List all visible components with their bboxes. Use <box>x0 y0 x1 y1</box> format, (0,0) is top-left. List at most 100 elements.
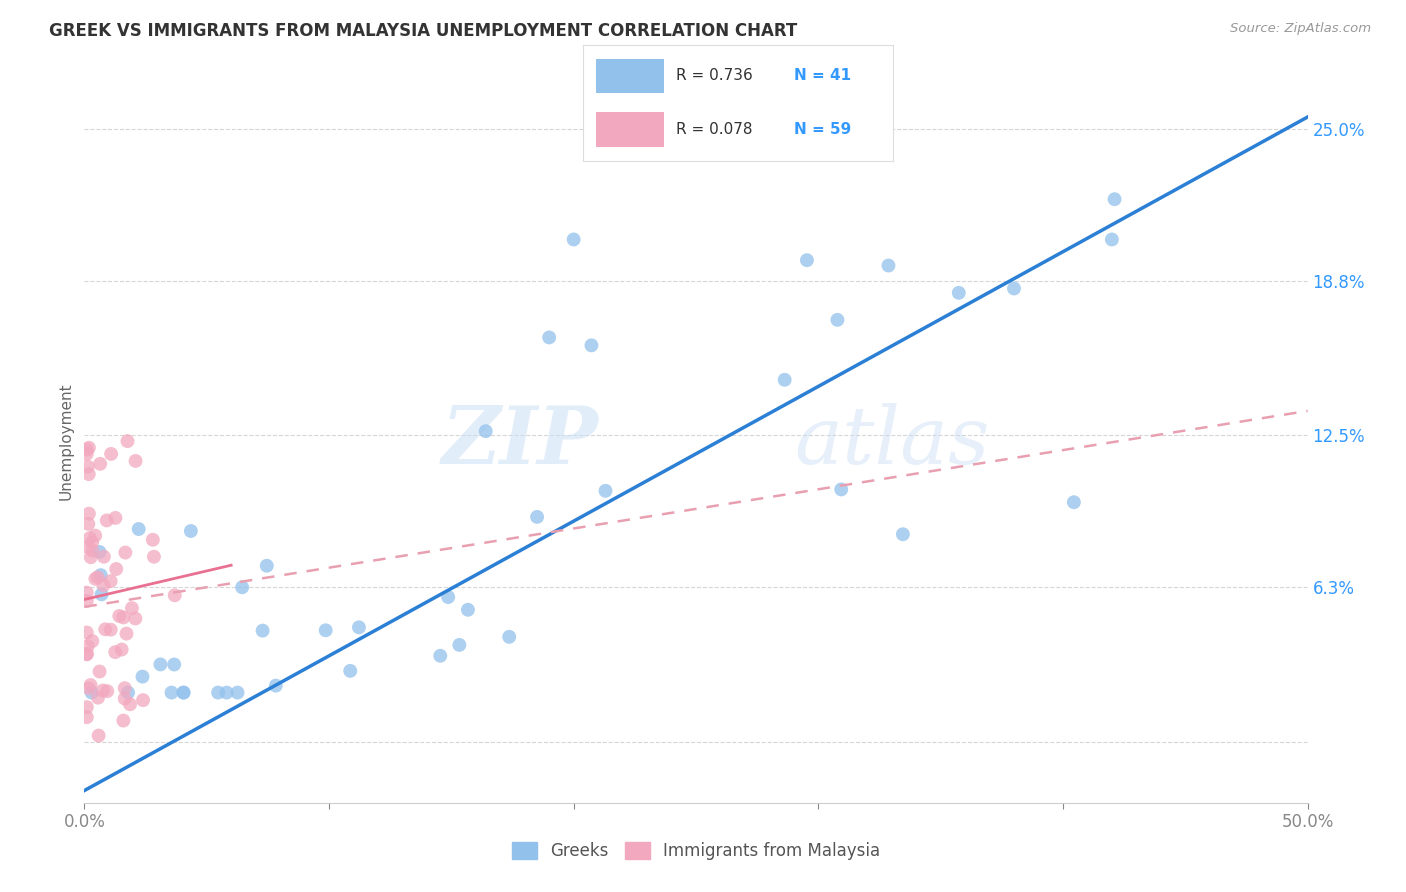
Point <box>562 232 585 246</box>
Point <box>76 640 98 654</box>
Point <box>226 685 249 699</box>
Point <box>77 507 100 521</box>
Text: ZIP: ZIP <box>441 403 598 480</box>
Point <box>252 624 274 638</box>
Point <box>830 483 852 497</box>
Point <box>94 623 117 637</box>
Point <box>315 624 337 638</box>
Point <box>877 259 900 273</box>
Point <box>595 483 617 498</box>
Point <box>124 611 146 625</box>
Point <box>1101 232 1123 246</box>
Text: N = 41: N = 41 <box>794 69 851 84</box>
Point <box>76 710 98 724</box>
Bar <box>596 112 664 146</box>
Y-axis label: Unemployment: Unemployment <box>58 383 73 500</box>
Point <box>117 434 139 449</box>
Point <box>76 648 98 662</box>
Point <box>437 590 460 604</box>
Point <box>347 620 370 634</box>
Point <box>80 685 103 699</box>
Point <box>117 685 139 699</box>
Point <box>76 585 98 599</box>
Point <box>449 638 471 652</box>
Point <box>796 253 818 268</box>
Legend: Greeks, Immigrants from Malaysia: Greeks, Immigrants from Malaysia <box>505 835 887 867</box>
Point <box>96 513 118 527</box>
Point <box>173 685 195 699</box>
Point <box>118 698 141 712</box>
Point <box>773 373 796 387</box>
Point <box>93 549 115 564</box>
Point <box>80 550 103 565</box>
Point <box>207 685 229 699</box>
Point <box>124 454 146 468</box>
Point <box>77 516 100 531</box>
Point <box>89 457 111 471</box>
Point <box>76 594 98 608</box>
Point <box>142 549 165 564</box>
Point <box>457 603 479 617</box>
Point <box>128 522 150 536</box>
Text: N = 59: N = 59 <box>794 121 851 136</box>
Point <box>100 623 122 637</box>
Point <box>112 714 135 728</box>
Point <box>498 630 520 644</box>
Point <box>264 679 287 693</box>
Point <box>948 285 970 300</box>
Point <box>231 580 253 594</box>
Point <box>82 535 104 549</box>
Point <box>526 509 548 524</box>
Point <box>429 648 451 663</box>
Point <box>180 524 202 538</box>
Point <box>1002 281 1025 295</box>
Point <box>86 570 108 584</box>
Point <box>89 665 111 679</box>
Point <box>76 625 98 640</box>
Point <box>1104 192 1126 206</box>
Point <box>163 657 186 672</box>
Point <box>77 441 100 455</box>
Point <box>163 588 186 602</box>
Point <box>108 609 131 624</box>
Point <box>114 545 136 559</box>
Point <box>215 685 238 699</box>
Point <box>96 684 118 698</box>
Text: atlas: atlas <box>794 403 990 480</box>
Point <box>91 683 114 698</box>
Point <box>538 330 561 344</box>
Text: GREEK VS IMMIGRANTS FROM MALAYSIA UNEMPLOYMENT CORRELATION CHART: GREEK VS IMMIGRANTS FROM MALAYSIA UNEMPL… <box>49 22 797 40</box>
Point <box>76 459 98 474</box>
Point <box>104 645 127 659</box>
Point <box>115 626 138 640</box>
Point <box>104 511 127 525</box>
Point <box>89 545 111 559</box>
Text: Source: ZipAtlas.com: Source: ZipAtlas.com <box>1230 22 1371 36</box>
Point <box>82 543 104 558</box>
Bar <box>596 59 664 94</box>
Text: R = 0.736: R = 0.736 <box>676 69 754 84</box>
Point <box>132 693 155 707</box>
Point <box>87 729 110 743</box>
Point <box>581 338 603 352</box>
Point <box>77 467 100 482</box>
Point <box>256 558 278 573</box>
Point <box>77 540 100 554</box>
Point <box>76 647 98 661</box>
Point <box>172 685 194 699</box>
Point <box>131 670 153 684</box>
Point <box>76 442 98 457</box>
Point <box>79 531 101 545</box>
Point <box>77 681 100 696</box>
Point <box>100 447 122 461</box>
Point <box>339 664 361 678</box>
Point <box>474 424 496 438</box>
Point <box>84 572 107 586</box>
Point <box>87 690 110 705</box>
Point <box>160 685 183 699</box>
Point <box>827 313 849 327</box>
Point <box>93 578 115 592</box>
Point <box>891 527 914 541</box>
Point <box>112 610 135 624</box>
Text: R = 0.078: R = 0.078 <box>676 121 752 136</box>
